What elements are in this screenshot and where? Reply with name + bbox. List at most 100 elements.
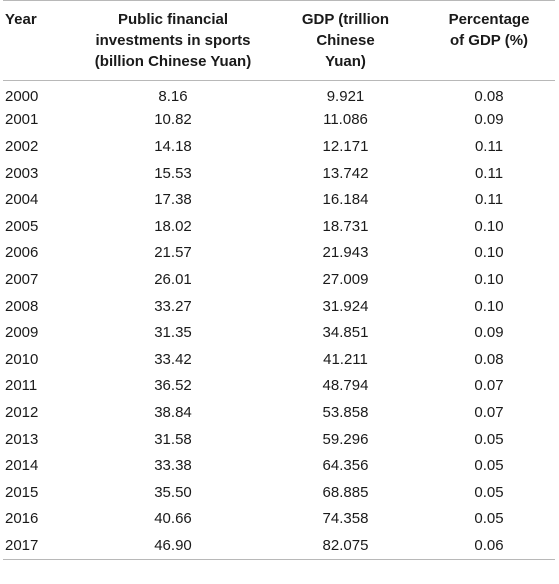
cell-investment: 14.18 [154,137,192,155]
cell-gdp: 74.358 [322,510,369,528]
cell-percentage: 0.08 [474,88,504,106]
cell-gdp: 21.943 [322,244,369,262]
header-investment-line: (billion Chinese Yuan) [94,53,252,70]
header-percentage-line: of GDP (%) [449,32,529,49]
cell-investment: 26.01 [154,270,192,288]
cell-investment: 35.50 [154,483,192,501]
cell-gdp: 82.075 [322,536,369,554]
cell-percentage: 0.05 [474,483,504,501]
cell-investment: 17.38 [154,191,192,209]
cell-investment: 36.52 [154,377,192,395]
cell-percentage: 0.07 [474,377,504,395]
cell-investment: 46.90 [154,536,192,554]
table-row: 2004 17.38 16.184 0.11 [3,187,555,214]
header-percentage: Percentage of GDP (%) [423,1,555,81]
cell-gdp: 48.794 [322,377,369,395]
table-row: 2011 36.52 48.794 0.07 [3,373,555,400]
cell-year: 2000 [5,88,39,106]
cell-year: 2009 [5,324,39,342]
cell-percentage: 0.06 [474,536,504,554]
table-row: 2005 18.02 18.731 0.10 [3,213,555,240]
cell-year: 2017 [5,536,39,554]
cell-gdp: 68.885 [322,483,369,501]
cell-percentage: 0.05 [474,430,504,448]
cell-year: 2001 [5,111,39,129]
cell-year: 2002 [5,137,39,155]
table-row: 2016 40.66 74.358 0.05 [3,506,555,533]
cell-gdp: 12.171 [322,137,369,155]
cell-year: 2007 [5,270,39,288]
cell-year: 2014 [5,457,39,475]
table-row: 2015 35.50 68.885 0.05 [3,479,555,506]
table-row: 2013 31.58 59.296 0.05 [3,426,555,453]
cell-percentage: 0.11 [474,191,504,209]
cell-percentage: 0.05 [474,457,504,475]
table-row: 2014 33.38 64.356 0.05 [3,453,555,480]
cell-gdp: 18.731 [322,217,369,235]
cell-gdp: 13.742 [322,164,369,182]
cell-gdp: 9.921 [326,88,365,106]
cell-gdp: 41.211 [323,350,368,368]
header-gdp-line: Yuan) [325,53,366,70]
cell-percentage: 0.09 [474,324,504,342]
cell-gdp: 59.296 [322,430,369,448]
cell-year: 2010 [5,350,39,368]
header-investment-line: Public financial [117,11,229,28]
cell-percentage: 0.09 [474,111,504,129]
cell-investment: 33.27 [154,297,192,315]
cell-year: 2006 [5,244,39,262]
cell-investment: 8.16 [158,88,188,106]
table-row: 2008 33.27 31.924 0.10 [3,293,555,320]
cell-year: 2015 [5,483,39,501]
sports-investment-table: Year Public financial investments in spo… [3,0,555,560]
header-row: Year Public financial investments in spo… [3,0,555,81]
cell-percentage: 0.05 [474,510,504,528]
cell-gdp: 34.851 [322,324,369,342]
cell-gdp: 11.086 [323,111,368,129]
header-year-label: Year [5,11,37,28]
table-row: 2012 38.84 53.858 0.07 [3,400,555,427]
cell-investment: 33.38 [154,457,192,475]
table-row: 2000 8.16 9.921 0.08 [3,81,555,108]
cell-percentage: 0.10 [474,297,504,315]
cell-year: 2003 [5,164,39,182]
table-body: 2000 8.16 9.921 0.08 2001 10.82 11.086 0.09 2002… [3,81,555,560]
cell-investment: 21.57 [154,244,192,262]
header-percentage-line: Percentage [448,11,530,28]
cell-gdp: 31.924 [322,297,369,315]
table-row: 2006 21.57 21.943 0.10 [3,240,555,267]
cell-investment: 31.35 [154,324,192,342]
header-investment: Public financial investments in sports (… [78,1,268,81]
cell-percentage: 0.11 [474,164,504,182]
table-row: 2009 31.35 34.851 0.09 [3,320,555,347]
cell-year: 2011 [5,377,38,395]
header-gdp-line: GDP (trillion [301,11,390,28]
cell-investment: 10.82 [154,111,192,129]
cell-percentage: 0.10 [474,244,504,262]
header-gdp-line: Chinese [316,32,375,49]
cell-gdp: 27.009 [322,270,369,288]
header-investment-line: investments in sports [95,32,251,49]
table-row: 2002 14.18 12.171 0.11 [3,134,555,161]
cell-gdp: 53.858 [322,403,369,421]
cell-percentage: 0.07 [474,403,504,421]
header-gdp: GDP (trillion Chinese Yuan) [268,1,423,81]
cell-investment: 40.66 [154,510,192,528]
cell-investment: 33.42 [154,350,192,368]
cell-year: 2005 [5,217,39,235]
cell-investment: 15.53 [154,164,192,182]
cell-year: 2012 [5,403,39,421]
cell-year: 2008 [5,297,39,315]
table-header: Year Public financial investments in spo… [3,0,555,81]
cell-percentage: 0.10 [474,270,504,288]
cell-investment: 38.84 [154,403,192,421]
cell-year: 2016 [5,510,39,528]
table-row: 2017 46.90 82.075 0.06 [3,533,555,560]
cell-gdp: 64.356 [322,457,369,475]
table-row: 2010 33.42 41.211 0.08 [3,346,555,373]
table-row: 2007 26.01 27.009 0.10 [3,267,555,294]
table-row: 2001 10.82 11.086 0.09 [3,107,555,134]
cell-percentage: 0.10 [474,217,504,235]
cell-year: 2004 [5,191,39,209]
